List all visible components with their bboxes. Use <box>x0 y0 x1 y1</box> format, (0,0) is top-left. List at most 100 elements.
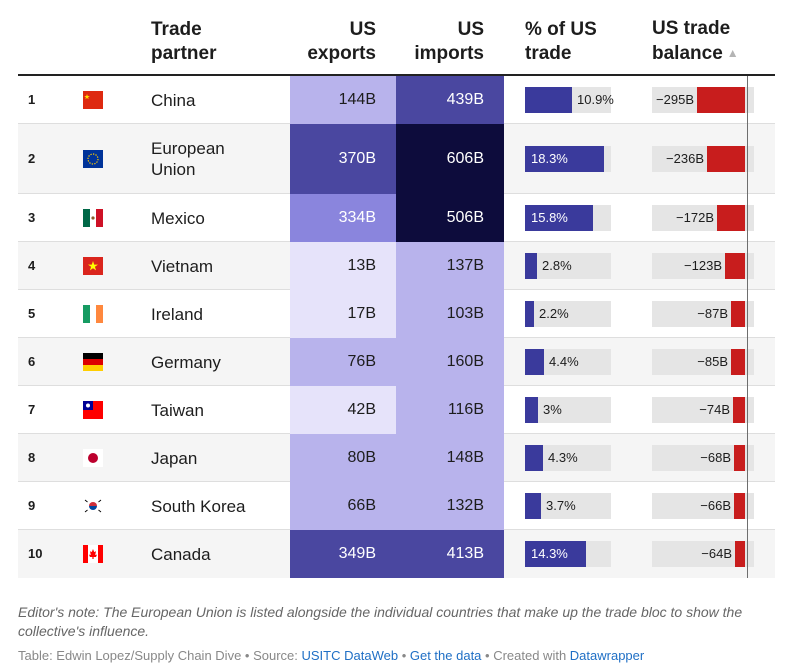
mexico-flag-icon <box>83 209 103 227</box>
us-imports-cell: 103B <box>396 290 504 338</box>
share-bar <box>525 253 537 279</box>
balance-bar <box>731 301 745 327</box>
partner-name-line: European <box>151 139 225 158</box>
us-exports-cell: 370B <box>290 124 396 194</box>
us-exports-cell: 66B <box>290 482 396 530</box>
source-link[interactable]: USITC DataWeb <box>301 648 399 663</box>
us-imports-cell: 413B <box>396 530 504 578</box>
us-exports-cell: 17B <box>290 290 396 338</box>
balance-label: −87B <box>697 306 728 321</box>
us-imports-cell: 439B <box>396 76 504 124</box>
share-label: 14.3% <box>531 546 568 561</box>
germany-flag-icon <box>83 353 103 371</box>
share-bar <box>525 541 586 567</box>
table-row: 6 Germany 76B 160B 4.4% −85B <box>18 338 775 386</box>
row-rank: 6 <box>28 354 36 369</box>
partner-name: Japan <box>151 448 301 469</box>
share-label: 10.9% <box>577 92 614 107</box>
share-bar <box>525 349 544 375</box>
datawrapper-link[interactable]: Datawrapper <box>569 648 645 663</box>
share-bar <box>525 87 572 113</box>
partner-name: South Korea <box>151 496 301 517</box>
table-row: 8 Japan 80B 148B 4.3% −68B <box>18 434 775 482</box>
table-row: 4 Vietnam 13B 137B 2.8% −123B <box>18 242 775 290</box>
partner-name: Canada <box>151 544 301 565</box>
balance-label: −85B <box>697 354 728 369</box>
share-label: 3.7% <box>546 498 576 513</box>
footer-credits: Table: Edwin Lopez/Supply Chain Dive • S… <box>18 648 645 663</box>
row-rank: 7 <box>28 402 36 417</box>
us-imports-cell: 160B <box>396 338 504 386</box>
partner-name-line: China <box>151 90 196 110</box>
balance-bar <box>735 541 745 567</box>
partner-name-line: Taiwan <box>151 400 204 420</box>
balance-bar <box>697 87 745 113</box>
balance-bar <box>731 349 745 375</box>
balance-zero-line <box>747 76 748 578</box>
header-us-exports[interactable]: US exports <box>307 19 376 64</box>
us-exports-cell: 144B <box>290 76 396 124</box>
partner-name-line: Japan <box>151 448 198 468</box>
canada-flag-icon <box>83 545 103 563</box>
balance-bar-track: −172B <box>652 205 754 231</box>
partner-name: Ireland <box>151 304 301 325</box>
share-bar-track: 3% <box>525 397 611 423</box>
partner-name: Taiwan <box>151 400 301 421</box>
table-row: 3 Mexico 334B 506B 15.8% −172B <box>18 194 775 242</box>
balance-bar-track: −68B <box>652 445 754 471</box>
row-rank: 10 <box>28 546 43 561</box>
share-bar <box>525 205 593 231</box>
balance-bar-track: −123B <box>652 253 754 279</box>
share-label: 4.3% <box>548 450 578 465</box>
table-row: 2 European Union 370B 606B 18.3% −236B <box>18 124 775 194</box>
header-share-of-trade[interactable]: % of US trade <box>525 19 597 64</box>
vietnam-flag-icon <box>83 257 103 275</box>
header-us-imports[interactable]: US imports <box>414 19 484 64</box>
us-exports-cell: 349B <box>290 530 396 578</box>
row-rank: 8 <box>28 450 36 465</box>
balance-label: −172B <box>676 210 714 225</box>
share-bar <box>525 146 604 172</box>
header-trade-partner[interactable]: Trade partner <box>151 19 217 64</box>
get-the-data-link[interactable]: Get the data <box>409 648 482 663</box>
ireland-flag-icon <box>83 305 103 323</box>
balance-bar <box>734 493 745 519</box>
balance-bar-track: −87B <box>652 301 754 327</box>
partner-name: Vietnam <box>151 256 301 277</box>
header-trade-balance[interactable]: US trade balance ▲ <box>652 18 739 64</box>
us-imports-cell: 132B <box>396 482 504 530</box>
balance-label: −68B <box>700 450 731 465</box>
header-rule <box>18 74 775 76</box>
balance-label: −295B <box>656 92 694 107</box>
eu-flag-icon <box>83 150 103 168</box>
row-rank: 4 <box>28 258 36 273</box>
us-imports-cell: 606B <box>396 124 504 194</box>
share-label: 18.3% <box>531 151 568 166</box>
balance-label: −64B <box>701 546 732 561</box>
table-row: 1 China 144B 439B 10.9% −295B <box>18 76 775 124</box>
taiwan-flag-icon <box>83 401 103 419</box>
row-rank: 5 <box>28 306 36 321</box>
china-flag-icon <box>83 91 103 109</box>
partner-name: Mexico <box>151 208 301 229</box>
partner-name-line: South Korea <box>151 496 246 516</box>
editors-note: Editor's note: The European Union is lis… <box>18 604 743 639</box>
share-bar-track: 3.7% <box>525 493 611 519</box>
partner-name-line: Germany <box>151 352 221 372</box>
share-bar-track: 2.2% <box>525 301 611 327</box>
us-exports-cell: 334B <box>290 194 396 242</box>
balance-bar-track: −85B <box>652 349 754 375</box>
share-bar-track: 4.4% <box>525 349 611 375</box>
sort-ascending-icon[interactable]: ▲ <box>726 46 739 60</box>
balance-bar-track: −236B <box>652 146 754 172</box>
share-bar <box>525 301 534 327</box>
share-bar-track: 18.3% <box>525 146 611 172</box>
share-label: 2.2% <box>539 306 569 321</box>
balance-bar <box>734 445 745 471</box>
share-label: 4.4% <box>549 354 579 369</box>
row-rank: 2 <box>28 151 36 166</box>
balance-bar <box>717 205 745 231</box>
us-imports-cell: 116B <box>396 386 504 434</box>
share-bar-track: 10.9% <box>525 87 614 113</box>
table-row: 10 Canada 349B 413B 14.3% −64B <box>18 530 775 578</box>
